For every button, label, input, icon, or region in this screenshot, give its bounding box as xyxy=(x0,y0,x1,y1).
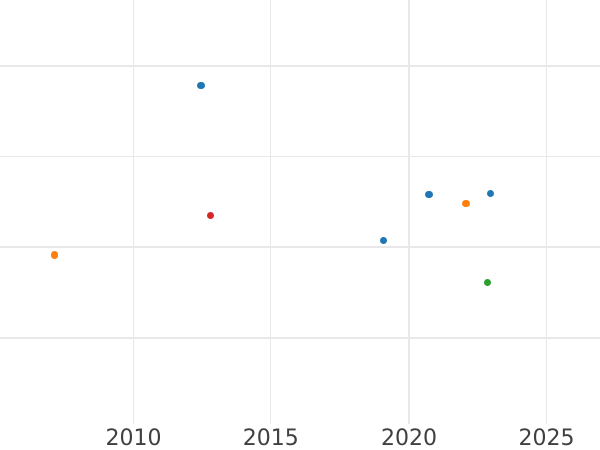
gridline-horizontal xyxy=(0,155,600,158)
gridline-vertical xyxy=(545,0,548,424)
x-axis-tick-label: 2010 xyxy=(105,426,162,450)
data-point-blue xyxy=(197,81,205,90)
gridline-vertical xyxy=(270,0,272,424)
gridline-horizontal xyxy=(0,246,600,248)
gridline-vertical xyxy=(132,0,135,424)
data-point-green xyxy=(483,278,492,287)
data-point-red xyxy=(206,211,215,220)
data-point-blue xyxy=(425,190,433,199)
gridline-horizontal xyxy=(0,65,600,67)
data-point-orange xyxy=(50,251,59,259)
data-point-blue xyxy=(486,189,495,198)
x-axis-tick-label: 2020 xyxy=(381,426,437,450)
data-point-blue xyxy=(379,236,388,245)
gridline-horizontal xyxy=(0,337,600,339)
gridline-vertical xyxy=(408,0,410,424)
data-point-orange xyxy=(462,199,470,208)
x-axis-tick-label: 2025 xyxy=(518,426,575,450)
x-axis-tick-label: 2015 xyxy=(242,426,299,450)
